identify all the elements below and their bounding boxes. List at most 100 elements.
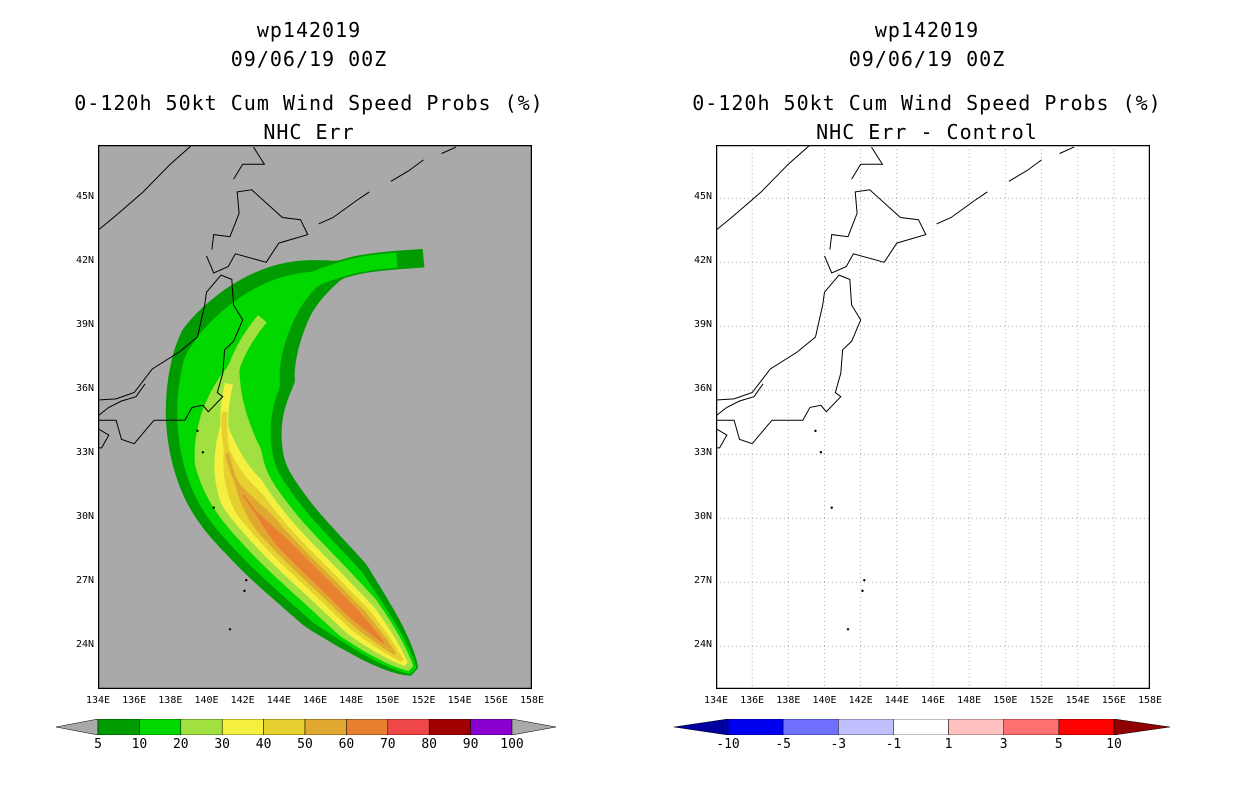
x-tick-label: 134E — [85, 695, 111, 706]
colorbar-bin — [304, 719, 347, 735]
coastline — [824, 189, 927, 274]
colorbar-label: -1 — [885, 737, 902, 752]
coastline — [98, 145, 193, 231]
difference-colorbar — [674, 719, 1171, 735]
y-tick-label: 45N — [693, 191, 712, 203]
x-tick-label: 134E — [703, 695, 729, 706]
colorbar-bin — [782, 719, 839, 735]
colorbar-label: -3 — [830, 737, 847, 752]
x-tick-label: 140E — [812, 695, 837, 706]
colorbar-label: -5 — [775, 737, 791, 752]
colorbar-label: 3 — [999, 737, 1008, 752]
colorbar-bin — [838, 719, 894, 735]
x-tick-label: 146E — [920, 695, 946, 706]
coastline — [851, 146, 884, 180]
colorbar-label: 10 — [1106, 737, 1122, 752]
island-marker — [814, 429, 817, 433]
x-tick-label: 144E — [884, 695, 909, 706]
colorbar-label: 100 — [500, 737, 524, 752]
colorbar-label: 40 — [255, 737, 272, 752]
colorbar-bin — [470, 719, 513, 735]
colorbar-bin — [1058, 719, 1115, 735]
y-tick-label: 30N — [75, 511, 94, 523]
island-marker — [228, 628, 232, 631]
x-tick-label: 150E — [375, 695, 400, 706]
x-tick-label: 144E — [266, 695, 291, 706]
colorbar-label: 30 — [214, 737, 231, 752]
island-marker — [830, 506, 833, 509]
probability-map — [98, 145, 532, 689]
colorbar-right-arrow — [1113, 719, 1171, 735]
y-tick-label: 39N — [75, 319, 94, 331]
island-marker — [245, 579, 248, 582]
map-frame — [716, 145, 1150, 689]
datetime: 09/06/19 00Z — [230, 47, 388, 71]
coastline — [716, 383, 764, 417]
right-panel: wp142019 09/06/19 00Z 0-120h 50kt Cum Wi… — [618, 0, 1236, 800]
product-title: 0-120h 50kt Cum Wind Speed Probs (%) — [74, 91, 544, 115]
colorbar-label: 90 — [462, 737, 479, 752]
colorbar-left-arrow — [56, 719, 99, 735]
x-tick-label: 142E — [848, 695, 873, 706]
island-marker — [846, 628, 850, 631]
x-tick-label: 136E — [122, 695, 147, 706]
colorbar-right-arrow — [511, 719, 556, 735]
coastline — [1008, 159, 1042, 182]
colorbar-bin — [139, 719, 182, 735]
x-tick-label: 140E — [194, 695, 219, 706]
subtitle: NHC Err — [263, 120, 355, 144]
colorbar-label: 5 — [1054, 737, 1063, 752]
datetime: 09/06/19 00Z — [848, 47, 1006, 71]
island-marker — [863, 579, 866, 582]
prob-band-20 — [194, 315, 414, 671]
x-tick-label: 154E — [1065, 695, 1090, 706]
coastline — [318, 191, 370, 225]
x-tick-label: 158E — [519, 695, 545, 706]
colorbar-label: 70 — [379, 737, 396, 752]
coastline — [98, 274, 244, 445]
colorbar-label: 5 — [94, 737, 102, 752]
x-tick-label: 152E — [1029, 695, 1054, 706]
colorbar-bin — [428, 719, 471, 735]
map-frame — [98, 145, 532, 689]
prob-band-60 — [242, 494, 385, 644]
y-tick-label: 42N — [693, 255, 712, 267]
y-tick-label: 24N — [75, 639, 94, 651]
coastline — [441, 146, 457, 154]
colorbar-label: 10 — [131, 737, 148, 752]
x-tick-label: 142E — [230, 695, 255, 706]
y-tick-label: 45N — [75, 191, 94, 203]
coastline — [206, 189, 309, 274]
difference-map — [716, 145, 1150, 689]
prob-band-30 — [214, 382, 408, 666]
colorbar-bin — [346, 719, 389, 735]
colorbar-bin — [263, 719, 306, 735]
coastline — [233, 146, 266, 180]
x-tick-label: 158E — [1137, 695, 1163, 706]
colorbar-bin — [893, 719, 949, 735]
y-tick-label: 39N — [693, 319, 712, 331]
colorbar-label: -10 — [716, 737, 740, 752]
colorbar-bin — [221, 719, 264, 735]
prob-band-50 — [225, 453, 397, 655]
coastline — [98, 428, 110, 449]
x-tick-label: 138E — [158, 695, 183, 706]
island-marker — [212, 506, 215, 509]
x-tick-label: 156E — [1101, 695, 1126, 706]
probability-colorbar — [56, 719, 556, 735]
subtitle: NHC Err - Control — [816, 120, 1038, 144]
x-tick-label: 148E — [339, 695, 364, 706]
coastline — [716, 145, 811, 231]
left-panel: wp142019 09/06/19 00Z 0-120h 50kt Cum Wi… — [56, 18, 556, 752]
storm-id: wp142019 — [256, 18, 362, 42]
colorbar-bin — [727, 719, 784, 735]
y-tick-label: 33N — [693, 447, 712, 459]
product-title: 0-120h 50kt Cum Wind Speed Probs (%) — [692, 91, 1162, 115]
coastline — [98, 383, 146, 417]
island-marker — [196, 429, 199, 433]
x-tick-label: 152E — [411, 695, 436, 706]
x-tick-label: 136E — [740, 695, 765, 706]
colorbar-label: 50 — [297, 737, 313, 752]
colorbar-bin — [180, 719, 223, 735]
island-marker — [861, 589, 864, 593]
